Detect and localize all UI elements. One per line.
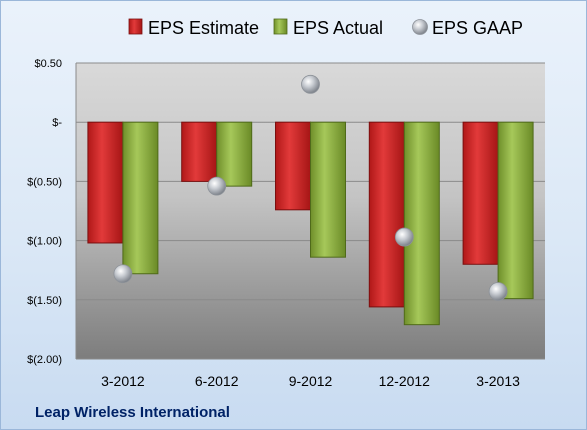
y-axis-ticks: $0.50 $- $(0.50) $(1.00) $(1.50) $(2.00): [27, 58, 62, 366]
legend-swatch: [273, 18, 288, 35]
y-tick-label: $(0.50): [27, 176, 62, 188]
x-tick-label: 6-2012: [195, 373, 239, 389]
bar-eps-estimate-3-2013: [462, 121, 499, 265]
bar-eps-estimate-3-2012: [87, 121, 124, 244]
bar-eps-actual-12-2012: [403, 121, 440, 326]
bars: [87, 121, 534, 326]
legend-swatch: [128, 18, 143, 35]
x-tick-label: 9-2012: [289, 373, 333, 389]
y-tick-label: $(2.00): [27, 354, 62, 366]
marker-eps-gaap-3-2012: [113, 264, 133, 284]
bar-eps-estimate-6-2012: [181, 121, 218, 182]
bar-eps-estimate-9-2012: [275, 121, 311, 211]
legend: EPS Estimate EPS Actual EPS GAAP: [128, 18, 523, 38]
marker-eps-gaap-6-2012: [207, 176, 227, 196]
marker-eps-gaap-12-2012: [394, 227, 414, 247]
marker-eps-gaap-3-2013: [488, 282, 508, 301]
y-tick-label: $-: [52, 117, 62, 129]
marker-eps-gaap-9-2012: [301, 74, 320, 94]
bar-eps-actual-3-2013: [497, 121, 534, 300]
y-tick-label: $(1.00): [27, 236, 62, 248]
legend-label: EPS Estimate: [148, 18, 259, 38]
y-tick-label: $(1.50): [27, 295, 62, 307]
legend-label: EPS GAAP: [432, 18, 523, 38]
company-name: Leap Wireless International: [35, 404, 230, 421]
bar-eps-actual-9-2012: [310, 121, 346, 258]
x-tick-label: 12-2012: [379, 373, 431, 389]
y-tick-label: $0.50: [34, 58, 62, 70]
gaap-markers: [113, 74, 508, 301]
bar-eps-actual-6-2012: [216, 121, 253, 187]
x-tick-label: 3-2012: [101, 373, 145, 389]
x-tick-label: 3-2013: [476, 373, 520, 389]
legend-swatch: [412, 19, 428, 35]
x-axis-ticks: 3-2012 6-2012 9-2012 12-2012 3-2013: [101, 373, 520, 389]
legend-label: EPS Actual: [293, 18, 383, 38]
bar-eps-actual-3-2012: [122, 121, 159, 275]
bar-eps-estimate-12-2012: [368, 121, 405, 308]
